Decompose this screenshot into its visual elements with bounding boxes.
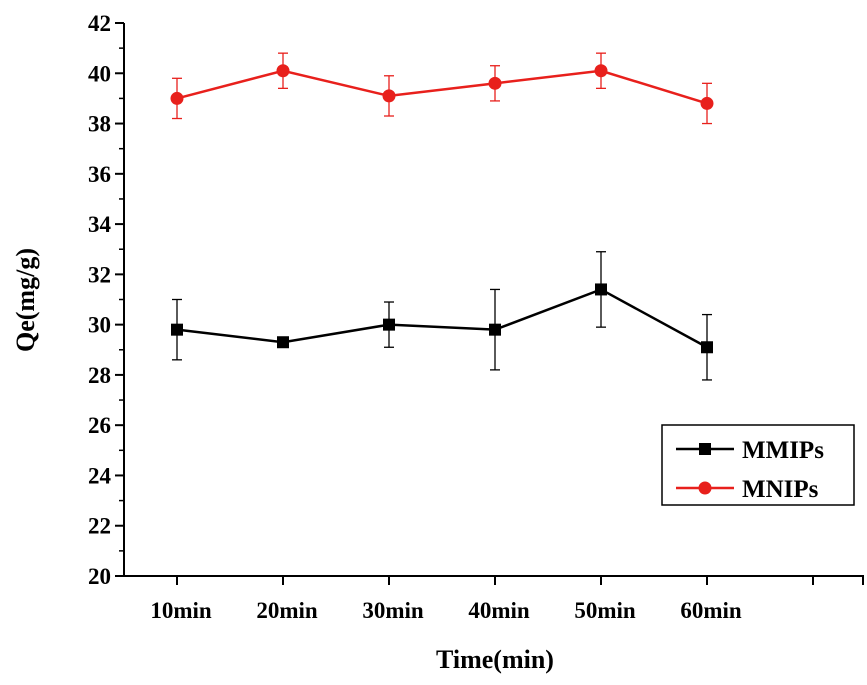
- legend-label-mmips: MMIPs: [742, 437, 824, 464]
- legend-entry-mnips: MNIPs: [676, 476, 819, 503]
- data-point-mnips: [276, 64, 290, 78]
- x-tick-label: 30min: [362, 598, 424, 623]
- x-tick-label: 60min: [680, 598, 742, 623]
- series-line-mnips: [176, 69, 708, 105]
- data-point-mmips: [277, 336, 289, 349]
- y-tick-label: 20: [88, 564, 111, 589]
- data-point-mnips: [170, 91, 184, 105]
- y-tick-label: 38: [88, 112, 111, 137]
- data-point-mmips: [383, 318, 395, 331]
- data-point-mmips: [489, 323, 501, 336]
- y-tick-label: 30: [88, 313, 111, 338]
- x-axis-title: Time(min): [436, 645, 554, 674]
- series-lines: [176, 69, 708, 349]
- y-ticks: 20 22 24 26 28 30 32 34 36 38 40 42: [88, 11, 124, 589]
- series-line-mmips: [176, 288, 708, 349]
- y-tick-label: 24: [88, 463, 112, 488]
- x-ticks: 10min 20min 30min 40min 50min 60min: [150, 576, 864, 623]
- x-tick-label: 50min: [574, 598, 636, 623]
- markers: [170, 64, 714, 354]
- y-axis-title: Qe(mg/g): [11, 248, 40, 352]
- y-tick-label: 36: [88, 162, 111, 187]
- data-point-mmips: [701, 341, 713, 354]
- legend-box: [661, 424, 855, 506]
- y-tick-label: 42: [88, 11, 111, 36]
- y-tick-label: 32: [88, 262, 111, 287]
- legend-marker-mmips: [699, 443, 711, 455]
- y-tick-label: 26: [88, 413, 111, 438]
- error-bars: [172, 52, 712, 381]
- legend-label-mnips: MNIPs: [742, 476, 819, 503]
- data-point-mnips: [488, 76, 502, 90]
- data-point-mnips: [700, 96, 714, 110]
- x-tick-label: 10min: [150, 598, 212, 623]
- data-point-mnips: [594, 64, 608, 78]
- y-tick-label: 40: [88, 61, 111, 86]
- legend-marker-mnips: [698, 481, 712, 495]
- y-tick-label: 34: [88, 212, 112, 237]
- data-point-mmips: [595, 283, 607, 296]
- x-tick-label: 20min: [256, 598, 318, 623]
- y-tick-label: 22: [88, 514, 111, 539]
- x-tick-label: 40min: [468, 598, 530, 623]
- legend: MMIPs MNIPs: [661, 424, 855, 506]
- y-tick-label: 28: [88, 363, 111, 388]
- legend-entry-mmips: MMIPs: [676, 437, 824, 464]
- data-point-mmips: [171, 323, 183, 336]
- data-point-mnips: [382, 89, 396, 103]
